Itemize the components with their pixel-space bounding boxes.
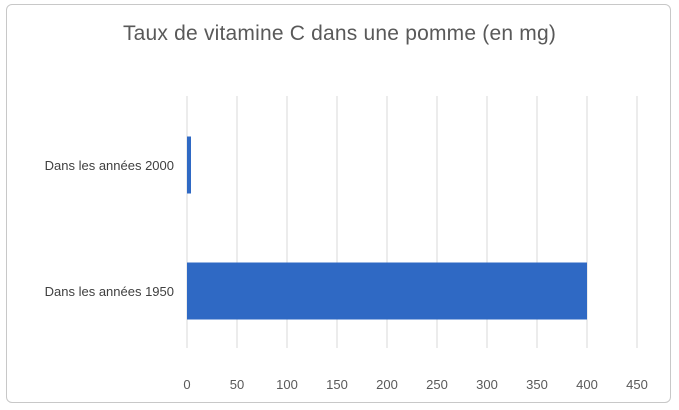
chart-frame <box>6 4 671 403</box>
category-label: Dans les années 1950 <box>45 284 174 299</box>
chart-title: Taux de vitamine C dans une pomme (en mg… <box>122 22 557 45</box>
x-tick-label: 350 <box>526 377 548 392</box>
x-tick-label: 200 <box>376 377 398 392</box>
x-tick-label: 150 <box>326 377 348 392</box>
x-axis-ticks: 0 50 100 150 200 250 300 350 400 450 <box>183 377 647 392</box>
x-tick-label: 400 <box>576 377 598 392</box>
x-tick-label: 450 <box>626 377 648 392</box>
bars <box>187 136 587 320</box>
x-tick-label: 100 <box>276 377 298 392</box>
x-tick-label: 0 <box>183 377 190 392</box>
x-tick-label: 50 <box>230 377 244 392</box>
category-labels: Dans les années 2000 Dans les années 1950 <box>45 158 174 299</box>
bar-2 <box>187 262 587 320</box>
x-tick-label: 250 <box>426 377 448 392</box>
x-tick-label: 300 <box>476 377 498 392</box>
category-label: Dans les années 2000 <box>45 158 174 173</box>
bar-1 <box>187 136 191 194</box>
